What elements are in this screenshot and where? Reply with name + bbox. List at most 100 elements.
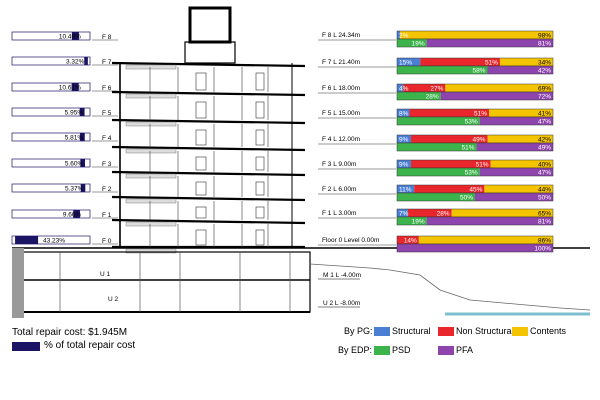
edp-segment — [426, 39, 553, 47]
level-label: F 1 L 3.00m — [322, 210, 356, 217]
basement-outline — [19, 251, 311, 313]
pg-segment — [487, 135, 553, 143]
edp-segment — [397, 193, 475, 201]
edp-segment — [397, 244, 553, 252]
edp-segment — [487, 66, 553, 74]
pg-segment — [484, 185, 553, 193]
slab-detail — [125, 221, 177, 227]
floor-share-value: 43.23% — [43, 238, 65, 245]
floor-label: F 8 — [102, 34, 112, 41]
edp-value-label: 42% — [538, 68, 551, 75]
pg-segment — [414, 185, 485, 193]
level-label: F 3 L 9.00m — [322, 161, 356, 168]
pg-legend-swatch-structural — [374, 327, 390, 336]
edp-bar-frame — [396, 91, 554, 101]
floor-share-value: 9.66% — [63, 212, 82, 219]
basement-label-u1: U 1 — [100, 271, 111, 278]
floor-share-frame — [11, 56, 91, 66]
edp-legend-swatch-psd — [374, 346, 390, 355]
basement-label-u2: U 2 — [108, 296, 119, 303]
floor-label: F 0 — [102, 238, 112, 245]
floor-share-value: 3.32% — [66, 59, 85, 66]
slab-detail — [125, 198, 177, 204]
pg-segment — [403, 84, 446, 92]
pg-value-label: 65% — [538, 211, 551, 218]
floor-share-value: 10.46% — [59, 34, 81, 41]
pg-legend-label-non-structural: Non Structural — [456, 326, 514, 336]
edp-value-label: 50% — [460, 195, 473, 202]
pg-segment — [397, 209, 408, 217]
roof-tower — [188, 6, 232, 44]
level-label: F 2 L 6.00m — [322, 186, 356, 193]
total-repair-cost-label: Total repair cost: $1.945M — [12, 327, 128, 338]
slab-detail — [125, 173, 177, 179]
floor-share-bar — [79, 133, 85, 141]
edp-segment — [426, 217, 553, 225]
level-label: F 8 L 24.34m — [322, 32, 360, 39]
edp-value-label: 58% — [472, 68, 485, 75]
floor-share-frame — [11, 235, 91, 245]
edp-value-label: 81% — [538, 41, 551, 48]
level-label: F 7 L 21.40m — [322, 59, 360, 66]
level-label: F 4 L 12.00m — [322, 136, 360, 143]
pg-value-label: 98% — [538, 33, 551, 40]
edp-value-label: 19% — [412, 41, 425, 48]
edp-segment — [397, 39, 427, 47]
edp-value-label: 47% — [538, 119, 551, 126]
slab-detail — [125, 148, 177, 154]
floor-slab — [111, 218, 306, 225]
floor-slab — [111, 195, 306, 202]
pg-value-label: 15% — [399, 60, 412, 67]
door — [195, 101, 207, 119]
edp-bar-frame — [396, 65, 554, 75]
floor-share-frame — [11, 31, 91, 41]
site-profile — [309, 263, 591, 311]
floor-share-bar — [15, 236, 39, 244]
floor-share-frame — [11, 132, 91, 142]
pg-segment — [409, 109, 490, 117]
pg-value-label: 51% — [476, 162, 489, 169]
floor-slab — [111, 170, 306, 177]
pg-value-label: 69% — [538, 86, 551, 93]
door — [195, 206, 207, 219]
edp-bar-frame — [396, 216, 554, 226]
pg-value-label: 41% — [538, 111, 551, 118]
edp-segment — [397, 66, 488, 74]
pg-value-label: 28% — [437, 211, 450, 218]
retaining-wall — [12, 248, 24, 318]
edp-value-label: 53% — [465, 119, 478, 126]
door — [255, 156, 265, 171]
pg-segment — [407, 209, 452, 217]
pg-segment — [489, 109, 553, 117]
floor-label: F 3 — [102, 161, 112, 168]
edp-segment — [397, 217, 427, 225]
edp-value-label: 49% — [538, 145, 551, 152]
floor-share-bar — [71, 32, 79, 40]
edp-value-label: 53% — [465, 170, 478, 177]
edp-value-label: 72% — [538, 94, 551, 101]
floor-label: F 6 — [102, 85, 112, 92]
pg-segment — [490, 160, 553, 168]
edp-segment — [397, 92, 441, 100]
pg-legend-title: By PG: — [344, 326, 373, 336]
basement-level-u2: U 2 L -8.00m — [323, 300, 360, 307]
door — [255, 181, 265, 196]
pg-segment — [451, 209, 553, 217]
edp-legend-title: By EDP: — [338, 345, 373, 355]
door — [195, 129, 207, 146]
pg-legend-swatch-non-structural — [438, 327, 454, 336]
pg-value-label: 51% — [485, 60, 498, 67]
edp-value-label: 28% — [426, 94, 439, 101]
pg-value-label: 42% — [538, 137, 551, 144]
edp-legend-label-psd: PSD — [392, 345, 411, 355]
edp-segment — [397, 168, 480, 176]
pg-segment — [445, 84, 553, 92]
floor-label: F 7 — [102, 59, 112, 66]
pg-value-label: 14% — [404, 238, 417, 245]
pg-value-label: 2% — [399, 33, 409, 40]
floor-label: F 4 — [102, 135, 112, 142]
floor-share-value: 5.81% — [65, 135, 84, 142]
pg-segment — [397, 160, 412, 168]
door — [255, 229, 265, 246]
